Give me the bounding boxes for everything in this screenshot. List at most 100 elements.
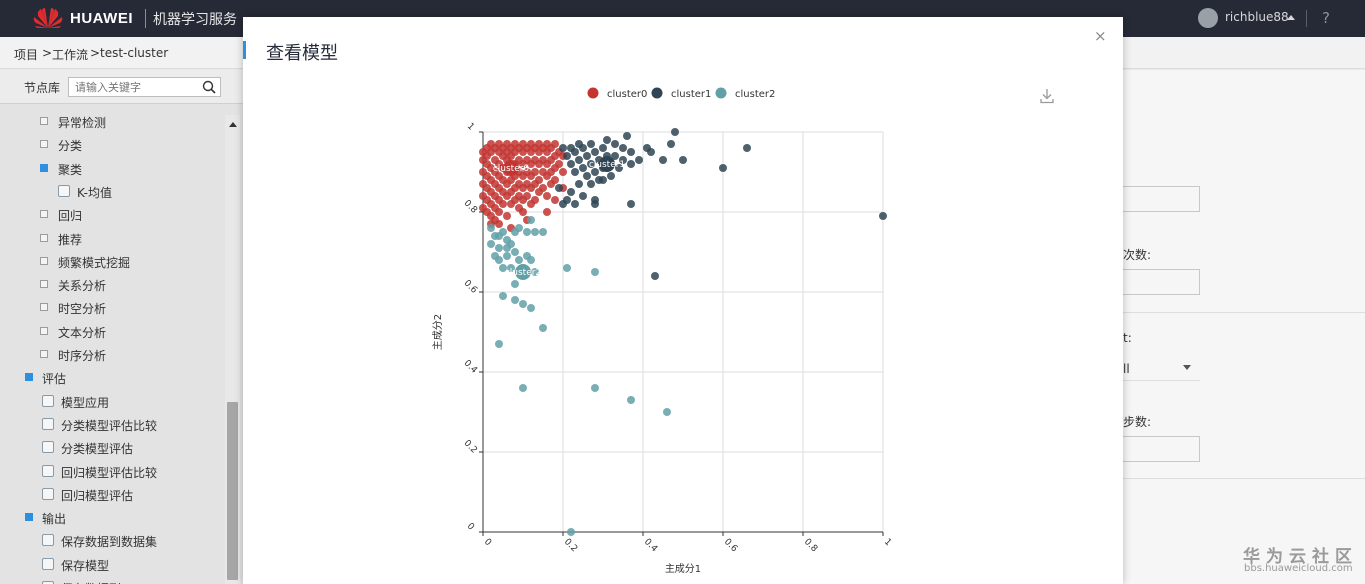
cluster2-point[interactable] [567, 528, 575, 536]
sidebar-item[interactable]: 文本分析 [0, 322, 222, 342]
cluster2-point[interactable] [627, 396, 635, 404]
close-icon[interactable]: × [1094, 27, 1107, 45]
expand-icon[interactable] [40, 233, 48, 242]
cluster2-point[interactable] [511, 280, 519, 288]
expand-icon[interactable] [40, 256, 48, 265]
sidebar-item[interactable]: 推荐 [0, 229, 222, 249]
help-icon[interactable]: ? [1322, 9, 1330, 27]
cluster2-point[interactable] [539, 324, 547, 332]
brand-name[interactable]: HUAWEI [70, 10, 133, 27]
sidebar-item[interactable]: 回归模型评估 [0, 485, 222, 505]
cluster1-point[interactable] [591, 148, 599, 156]
sidebar-search-box[interactable] [68, 77, 221, 97]
cluster1-point[interactable] [579, 192, 587, 200]
cluster1-point[interactable] [615, 164, 623, 172]
sidebar-item[interactable]: 时序分析 [0, 345, 222, 365]
sidebar-item[interactable]: 分类模型评估 [0, 438, 222, 458]
cluster1-point[interactable] [659, 156, 667, 164]
cluster1-point[interactable] [623, 132, 631, 140]
sidebar-item[interactable]: 分类 [0, 135, 222, 155]
select-value[interactable]: ll [1123, 362, 1130, 376]
service-name[interactable]: 机器学习服务 [153, 12, 237, 28]
cluster0-point[interactable] [531, 168, 539, 176]
expand-icon[interactable] [40, 140, 48, 149]
cluster2-point[interactable] [519, 300, 527, 308]
legend-cluster1-label[interactable]: cluster1 [671, 89, 711, 100]
cluster0-point[interactable] [543, 192, 551, 200]
cluster2-point[interactable] [499, 292, 507, 300]
sidebar-item[interactable]: 输出 [0, 508, 222, 528]
cluster0-point[interactable] [531, 196, 539, 204]
cluster0-point[interactable] [551, 140, 559, 148]
sidebar-item[interactable]: 时空分析 [0, 298, 222, 318]
user-menu-caret-icon[interactable] [1287, 15, 1295, 20]
cluster2-point[interactable] [487, 224, 495, 232]
cluster1-point[interactable] [571, 148, 579, 156]
cluster2-point[interactable] [591, 384, 599, 392]
cluster1-point[interactable] [563, 152, 571, 160]
cluster1-point[interactable] [559, 144, 567, 152]
cluster2-point[interactable] [531, 228, 539, 236]
sidebar-item[interactable]: 保存模型 [0, 555, 222, 575]
cluster1-point[interactable] [575, 180, 583, 188]
cluster2-point[interactable] [663, 408, 671, 416]
cluster1-point[interactable] [611, 152, 619, 160]
cluster0-point[interactable] [555, 160, 563, 168]
cluster1-point[interactable] [603, 136, 611, 144]
cluster2-point[interactable] [531, 268, 539, 276]
cluster-scatter-chart[interactable]: 0 0.2 0.4 0.6 0.8 1 0 0.2 0.4 0.6 0.8 1 主成分1 主成分2 clus… [243, 77, 1123, 584]
cluster2-point[interactable] [495, 232, 503, 240]
cluster1-point[interactable] [583, 172, 591, 180]
cluster1-point[interactable] [599, 144, 607, 152]
cluster1-point[interactable] [635, 156, 643, 164]
cluster1-point[interactable] [619, 144, 627, 152]
cluster1-point[interactable] [571, 168, 579, 176]
cluster2-point[interactable] [511, 296, 519, 304]
sidebar-item[interactable]: 聚类 [0, 159, 222, 179]
expand-icon[interactable] [40, 326, 48, 335]
cluster1-point[interactable] [579, 164, 587, 172]
cluster1-point[interactable] [671, 128, 679, 136]
cluster0-point[interactable] [503, 212, 511, 220]
cluster1-point[interactable] [627, 148, 635, 156]
cluster2-point[interactable] [499, 264, 507, 272]
collapse-icon[interactable] [40, 163, 48, 172]
cluster2-point[interactable] [503, 252, 511, 260]
collapse-icon[interactable] [25, 373, 33, 382]
cluster2-point[interactable] [495, 340, 503, 348]
iterations-input[interactable] [1110, 269, 1200, 295]
search-input[interactable] [75, 80, 195, 94]
cluster1-point[interactable] [571, 200, 579, 208]
cluster1-point[interactable] [607, 172, 615, 180]
scroll-up-arrow-icon[interactable] [229, 122, 237, 127]
collapse-icon[interactable] [25, 513, 33, 522]
cluster0-point[interactable] [495, 220, 503, 228]
cluster1-point[interactable] [719, 164, 727, 172]
cluster1-point[interactable] [879, 212, 887, 220]
breadcrumb-workflow-link[interactable]: 工作流 [52, 48, 89, 62]
cluster1-point[interactable] [567, 160, 575, 168]
cluster2-point[interactable] [515, 256, 523, 264]
cluster1-point[interactable] [651, 272, 659, 280]
cluster1-point[interactable] [627, 200, 635, 208]
cluster1-point[interactable] [743, 144, 751, 152]
legend-cluster0-label[interactable]: cluster0 [607, 89, 647, 100]
sidebar-item[interactable]: 异常检测 [0, 112, 222, 132]
property-input[interactable] [1110, 186, 1200, 212]
cluster1-point[interactable] [591, 200, 599, 208]
sidebar-item[interactable]: 回归模型评估比较 [0, 462, 222, 482]
cluster0-point[interactable] [543, 208, 551, 216]
cluster1-point[interactable] [559, 200, 567, 208]
huawei-logo-icon[interactable] [32, 7, 64, 29]
cluster1-point[interactable] [587, 180, 595, 188]
cluster1-point[interactable] [587, 160, 595, 168]
cluster2-point[interactable] [563, 264, 571, 272]
expand-icon[interactable] [40, 280, 48, 289]
scrollbar-thumb[interactable] [227, 402, 238, 580]
cluster0-point[interactable] [551, 196, 559, 204]
search-icon[interactable] [202, 80, 216, 94]
cluster0-point[interactable] [495, 208, 503, 216]
cluster0-point[interactable] [515, 204, 523, 212]
cluster0-point[interactable] [523, 192, 531, 200]
user-avatar[interactable] [1198, 8, 1218, 28]
